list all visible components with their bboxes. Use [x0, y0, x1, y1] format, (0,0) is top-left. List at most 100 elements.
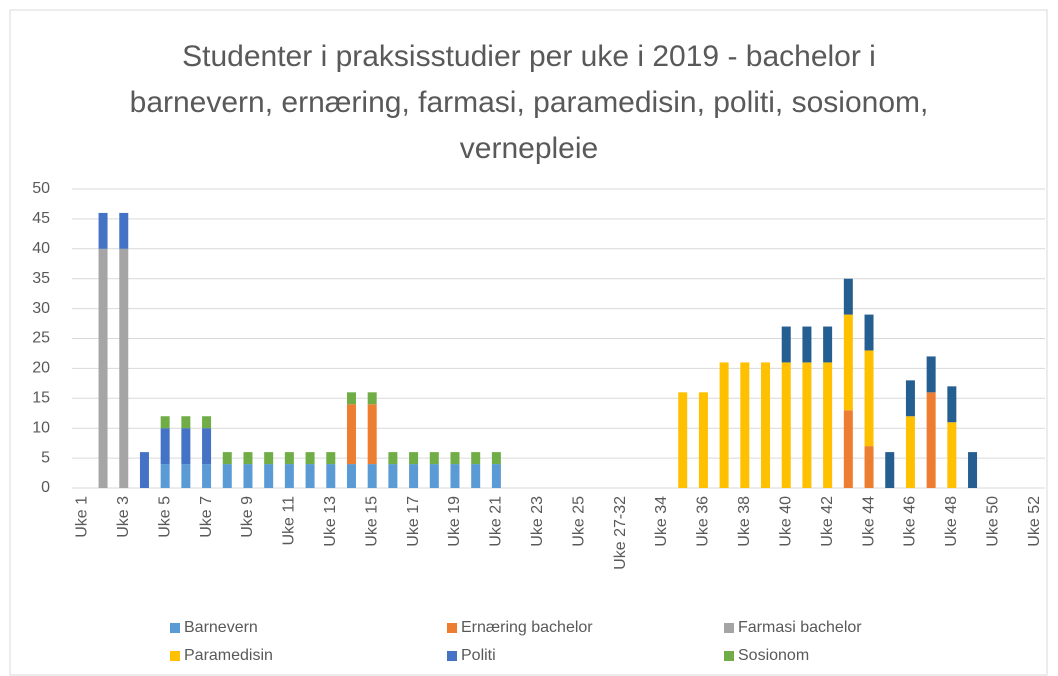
- bar-segment: [429, 464, 439, 488]
- legend-label: Farmasi bachelor: [738, 619, 862, 636]
- y-tick-label: 30: [32, 300, 50, 317]
- legend-label: Sosionom: [738, 647, 809, 664]
- bar-segment: [802, 326, 812, 363]
- y-tick-label: 5: [41, 449, 50, 466]
- x-tick-label: Uke 25: [570, 496, 587, 547]
- x-tick-label: Uke 7: [198, 496, 215, 538]
- x-tick-label: Uke 48: [943, 496, 960, 547]
- y-tick-label: 35: [32, 270, 50, 287]
- x-tick-label: Uke 11: [281, 496, 298, 546]
- x-tick-label: Uke 42: [819, 496, 836, 547]
- bar-segment: [843, 410, 853, 488]
- legend-swatch: [724, 623, 734, 633]
- x-tick-label: Uke 38: [736, 496, 753, 547]
- bar-segment: [264, 452, 274, 465]
- x-tick-label: Uke 9: [239, 496, 256, 538]
- bar-segment: [139, 452, 149, 488]
- x-tick-label: Uke 1: [74, 496, 91, 538]
- bar-segment: [926, 356, 936, 393]
- bar-segment: [491, 464, 501, 488]
- x-tick-label: Uke 50: [984, 496, 1001, 547]
- bar-segment: [202, 464, 212, 488]
- y-tick-label: 50: [32, 180, 50, 197]
- bar-segment: [181, 416, 191, 429]
- x-tick-label: Uke 23: [529, 496, 546, 547]
- legend-label: Barnevern: [184, 619, 258, 636]
- bar-segment: [781, 326, 791, 363]
- bar-segment: [429, 452, 439, 465]
- x-tick-label: Uke 15: [363, 496, 380, 547]
- bar-segment: [243, 452, 253, 465]
- bar-segment: [160, 428, 170, 465]
- bar-segment: [968, 452, 978, 488]
- bar-segment: [202, 428, 212, 465]
- y-tick-label: 10: [32, 419, 50, 436]
- bar-segment: [160, 416, 170, 429]
- bar-segment: [98, 248, 108, 488]
- legend-swatch: [447, 623, 457, 633]
- x-tick-label: Uke 3: [115, 496, 132, 538]
- bar-segment: [326, 452, 336, 465]
- bar-segment: [740, 362, 750, 488]
- bar-segment: [678, 392, 688, 488]
- bar-segment: [388, 452, 398, 465]
- legend-swatch: [724, 651, 734, 661]
- y-tick-label: 15: [32, 390, 50, 407]
- legend-swatch: [170, 651, 180, 661]
- legend-label: Paramedisin: [184, 647, 273, 664]
- x-tick-label: Uke 34: [653, 496, 670, 547]
- bar-segment: [346, 464, 356, 488]
- bar-segment: [367, 404, 377, 465]
- bar-segment: [346, 404, 356, 465]
- bar-segment: [346, 392, 356, 405]
- x-tick-label: Uke 27-32: [612, 496, 629, 570]
- legend-swatch: [170, 623, 180, 633]
- y-tick-label: 0: [41, 479, 50, 496]
- bar-segment: [388, 464, 398, 488]
- bar-segment: [450, 452, 460, 465]
- legend-swatch: [447, 651, 457, 661]
- bar-segment: [181, 428, 191, 465]
- bar-segment: [905, 380, 915, 417]
- bar-segment: [491, 452, 501, 465]
- bar-segment: [823, 326, 833, 363]
- bar-segment: [222, 452, 232, 465]
- x-tick-label: Uke 44: [860, 496, 877, 547]
- bar-segment: [202, 416, 212, 429]
- bar-segment: [264, 464, 274, 488]
- bar-segment: [326, 464, 336, 488]
- legend-label: Politi: [461, 647, 496, 664]
- bar-segment: [698, 392, 708, 488]
- bar-segment: [367, 392, 377, 405]
- legend-label: Ernæring bachelor: [461, 619, 593, 636]
- bar-segment: [367, 464, 377, 488]
- x-tick-label: Uke 13: [322, 496, 339, 547]
- bar-segment: [885, 452, 895, 488]
- bar-segment: [119, 212, 129, 249]
- bar-segment: [305, 464, 315, 488]
- bar-segment: [305, 452, 315, 465]
- bar-segment: [761, 362, 771, 488]
- x-tick-label: Uke 46: [902, 496, 919, 547]
- bar-segment: [719, 362, 729, 488]
- x-tick-label: Uke 19: [446, 496, 463, 547]
- bar-segment: [160, 464, 170, 488]
- bar-segment: [947, 422, 957, 488]
- bar-segment: [802, 362, 812, 488]
- bar-segment: [823, 362, 833, 488]
- y-tick-label: 40: [32, 240, 50, 257]
- y-tick-label: 25: [32, 330, 50, 347]
- x-tick-label: Uke 40: [777, 496, 794, 547]
- x-tick-label: Uke 21: [488, 496, 505, 547]
- bar-segment: [222, 464, 232, 488]
- y-tick-label: 20: [32, 360, 50, 377]
- bar-segment: [284, 464, 294, 488]
- bar-segment: [409, 452, 419, 465]
- bar-segment: [864, 350, 874, 447]
- bar-segment: [450, 464, 460, 488]
- bar-segment: [181, 464, 191, 488]
- bar-segment: [864, 314, 874, 351]
- bar-segment: [471, 464, 481, 488]
